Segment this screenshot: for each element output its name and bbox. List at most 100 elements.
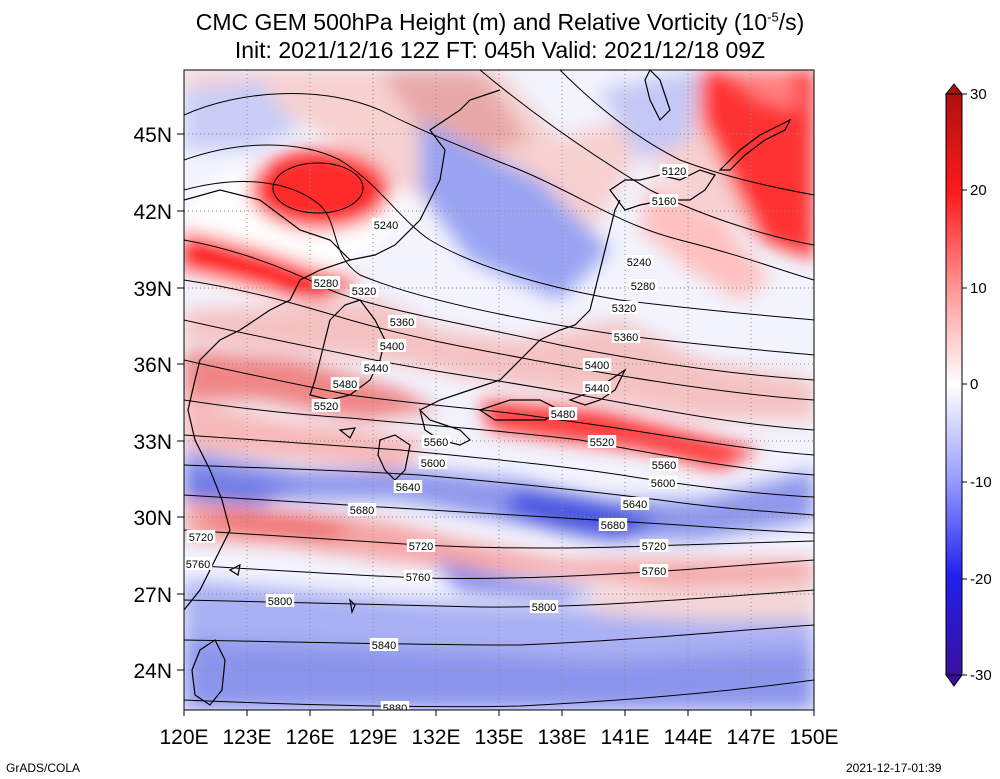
contour-label-bg: [649, 458, 679, 471]
contour-label: 5440: [364, 363, 388, 375]
colorbar-ticks: 30 20 10 0 -10 -20 -30: [962, 86, 992, 684]
title-units: /s): [778, 9, 805, 35]
colorbar-label: -30: [970, 667, 992, 684]
longitude-label: 138E: [537, 726, 586, 749]
contour-label-bg: [406, 539, 436, 552]
contour-label: 5600: [651, 478, 675, 490]
colorbar-label: -20: [970, 571, 992, 588]
contour-label-bg: [184, 557, 213, 570]
latitude-label: 24N: [133, 660, 172, 683]
longitude-label: 135E: [474, 726, 523, 749]
contour-label-bg: [418, 456, 448, 469]
contour-label-bg: [582, 381, 612, 394]
longitude-labels: 120E 123E 126E 129E 132E 135E 138E 141E 144E 147E…: [159, 710, 839, 749]
contour-label-bg: [624, 255, 654, 268]
contour-label: 5480: [333, 379, 357, 391]
contour-label-bg: [361, 361, 391, 374]
latitude-label: 39N: [133, 278, 172, 301]
contour-label: 5560: [652, 460, 676, 472]
longitude-label: 147E: [726, 726, 775, 749]
contour-label: 5440: [585, 383, 609, 395]
map-title-line1: CMC GEM 500hPa Height (m) and Relative V…: [0, 9, 1000, 35]
contour-label-bg: [587, 435, 617, 448]
contour-labels: 5120 5160 5240 5240 5280 5280 5320 5320 5360 5360…: [184, 164, 689, 715]
colorbar-top-arrow: [944, 83, 964, 95]
contour-label: 5720: [642, 541, 666, 553]
contour-label: 5640: [396, 482, 420, 494]
contour-label-bg: [377, 339, 407, 352]
contour-label: 5240: [627, 257, 651, 269]
longitude-label: 123E: [222, 726, 271, 749]
latitude-label: 45N: [133, 124, 172, 147]
contour-label: 5280: [314, 278, 338, 290]
contour-label: 5800: [268, 596, 292, 608]
latitude-label: 42N: [133, 201, 172, 224]
contour-label: 5520: [314, 401, 338, 413]
longitude-label: 141E: [600, 726, 649, 749]
colorbar-label: 10: [970, 280, 987, 297]
contour-label-bg: [659, 164, 689, 177]
colorbar-label: 0: [970, 376, 978, 393]
colorbar-label: 30: [970, 86, 987, 103]
contour-label: 5800: [532, 602, 556, 614]
colorbar-label: -10: [970, 474, 992, 491]
contour-label: 5320: [612, 303, 636, 315]
height-contours: [184, 70, 814, 708]
contour-label: 5720: [409, 541, 433, 553]
contour-label: 5760: [186, 559, 210, 571]
contour-label-bg: [628, 279, 658, 292]
contour-label: 5760: [642, 566, 666, 578]
latitude-label: 30N: [133, 507, 172, 530]
contour-label-bg: [639, 564, 669, 577]
contour-label-bg: [611, 330, 641, 343]
contour-label: 5840: [372, 640, 396, 652]
contour-label-bg: [649, 194, 679, 207]
contour-label: 5160: [652, 196, 676, 208]
footer-source: GrADS/COLA: [6, 761, 81, 775]
contour-label-bg: [311, 399, 341, 412]
contour-label: 5120: [662, 166, 686, 178]
contour-label: 5400: [380, 341, 404, 353]
contour-label: 5640: [623, 499, 647, 511]
longitude-label: 150E: [789, 726, 838, 749]
latitude-labels: 45N 42N 39N 36N 33N 30N 27N 24N: [133, 124, 184, 683]
contour-label: 5680: [601, 520, 625, 532]
contour-label: 5880: [383, 703, 407, 715]
contour-label: 5600: [421, 458, 445, 470]
latitude-label: 33N: [133, 431, 172, 454]
longitude-label: 120E: [159, 726, 208, 749]
colorbar-bottom-arrow: [945, 674, 963, 687]
contour-label: 5400: [585, 360, 609, 372]
footer-timestamp: 2021-12-17-01:39: [846, 761, 942, 775]
contour-label-bg: [393, 480, 423, 493]
contour-label-bg: [349, 284, 379, 297]
longitude-label: 126E: [285, 726, 334, 749]
contour-label-bg: [186, 530, 216, 543]
contour-label-bg: [548, 407, 578, 420]
title-exponent: -5: [767, 9, 779, 25]
contour-label: 5280: [631, 281, 655, 293]
contour-label-bg: [347, 503, 377, 516]
latitude-label: 27N: [133, 584, 172, 607]
contour-label-bg: [598, 518, 628, 531]
contour-label-bg: [648, 476, 678, 489]
latitude-label: 36N: [133, 354, 172, 377]
colorbar-label: 20: [970, 182, 987, 199]
contour-label-bg: [609, 301, 639, 314]
vorticity-field: 5120 5160 5240 5240 5280 5280 5320 5320 5360 5360…: [184, 70, 814, 715]
contour-label: 5560: [424, 437, 448, 449]
contour-label-bg: [369, 638, 399, 651]
map-title-line2: Init: 2021/12/16 12Z FT: 045h Valid: 202…: [234, 37, 766, 63]
longitude-label: 132E: [411, 726, 460, 749]
title-text: CMC GEM 500hPa Height (m) and Relative V…: [195, 9, 768, 35]
contour-label-bg: [582, 358, 612, 371]
contour-label-bg: [265, 594, 295, 607]
contour-label-bg: [620, 497, 650, 510]
contour-label: 5720: [189, 532, 213, 544]
contour-label-bg: [529, 600, 559, 613]
contour-label: 5320: [352, 286, 376, 298]
colorbar-scale: [945, 93, 963, 676]
contour-label: 5760: [406, 572, 430, 584]
contour-label: 5480: [551, 409, 575, 421]
